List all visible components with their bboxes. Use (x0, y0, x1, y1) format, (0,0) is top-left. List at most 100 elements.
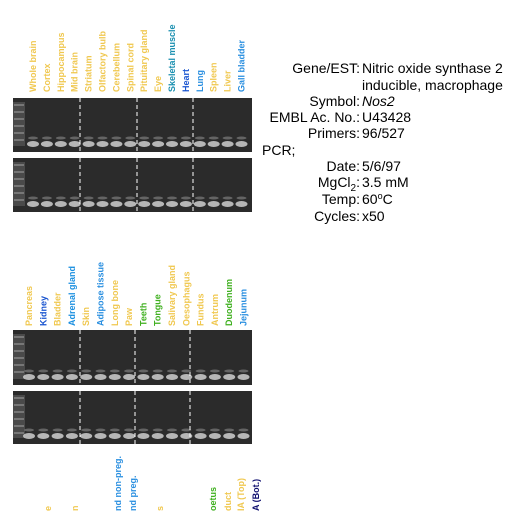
gel-band (139, 136, 150, 140)
gel-band (68, 141, 81, 147)
gel-band (66, 369, 77, 373)
gel-band (54, 141, 67, 147)
gel-band (68, 201, 81, 207)
gel-band (52, 428, 63, 432)
gel-band (55, 136, 66, 140)
lane-label: Kidney (38, 296, 48, 326)
gel-band (97, 196, 108, 200)
gel-band (152, 201, 165, 207)
gel-band (195, 369, 206, 373)
gel-band (209, 369, 220, 373)
ladder-band (14, 139, 24, 141)
gel-band (208, 136, 219, 140)
gel-band (207, 141, 220, 147)
gel-band (138, 369, 149, 373)
gel-band (83, 136, 94, 140)
gel-band (110, 201, 123, 207)
lane-label: Spinal cord (125, 43, 135, 92)
gel-band (82, 141, 95, 147)
info-label: Primers: (308, 125, 360, 141)
ladder-band (14, 132, 24, 134)
info-value: 96/527 (362, 125, 405, 141)
gel-band (166, 201, 178, 207)
lane-label: oetus (208, 487, 218, 511)
gel-band (166, 433, 178, 439)
gel-band (222, 196, 233, 200)
gel-band (223, 374, 236, 380)
info-value: 3.5 mM (362, 174, 409, 190)
lane-label: duct (223, 492, 233, 511)
lane-label: Long bone (110, 280, 120, 326)
gel-band (41, 196, 52, 200)
lane-label: e (43, 506, 53, 511)
ladder-band (14, 111, 24, 113)
gel-band (124, 201, 137, 207)
gel-band (28, 196, 38, 200)
gel-band (224, 428, 235, 432)
gel-band (167, 428, 177, 432)
gel-band (166, 374, 178, 380)
info-value: 5/6/97 (362, 158, 401, 174)
lane-label: n (70, 506, 80, 512)
gel-band (124, 141, 137, 147)
ladder (13, 395, 25, 438)
gel-band (69, 196, 80, 200)
gel-band (37, 374, 50, 380)
gel-band (97, 136, 108, 140)
lane-label: Oesophagus (181, 271, 191, 326)
gel-band (139, 196, 150, 200)
info-label: Date: (327, 158, 360, 174)
lane-label: Striatum (84, 55, 94, 92)
info-value: inducible, macrophage (362, 77, 503, 93)
lane-label: Whole brain (28, 41, 38, 93)
lane-label: Skeletal muscle (167, 24, 177, 92)
gel-band (238, 428, 249, 432)
gel-band (221, 201, 234, 207)
gel-band (96, 141, 109, 147)
gel-band (137, 433, 150, 439)
lane-label: Skin (81, 307, 91, 326)
gel-band (208, 374, 221, 380)
ladder-band (14, 418, 24, 420)
gel-band (237, 433, 250, 439)
gel-band (153, 136, 164, 140)
gel-band (138, 141, 151, 147)
gel-band (80, 433, 93, 439)
gel-band (138, 201, 151, 207)
lane-label: Spleen (209, 62, 219, 92)
gel-band (151, 433, 164, 439)
colon: : (356, 174, 360, 190)
lane-label: IA (Top) (236, 478, 246, 511)
lane-label: Jejunum (239, 289, 249, 326)
info-value: x50 (362, 208, 385, 224)
gel-band (95, 369, 106, 373)
gel-band (38, 428, 49, 432)
gel-band (153, 196, 164, 200)
gel-band (180, 433, 193, 439)
lane-label: Paw (124, 307, 134, 326)
gel-band (125, 196, 136, 200)
gel-band (27, 201, 39, 207)
gel-band (235, 201, 248, 207)
gel-band (208, 433, 221, 439)
lane-label: Antrum (210, 294, 220, 326)
gel-band (69, 136, 80, 140)
lane-label: Gall bladder (237, 39, 247, 92)
gel-band (209, 428, 220, 432)
gel-band (224, 369, 235, 373)
gel-band (223, 433, 236, 439)
ladder-band (14, 357, 24, 359)
lane-label: Cortex (42, 63, 52, 92)
lane-label: Olfactory bulb (98, 30, 108, 92)
info-value: Nos2 (362, 93, 395, 109)
gel-band (151, 374, 164, 380)
ladder-band (14, 178, 24, 180)
gel-band (54, 201, 67, 207)
lane-label: Salivary gland (167, 265, 177, 326)
gel-band (109, 369, 120, 373)
lane-label: Hippocampus (56, 32, 66, 92)
ladder-band (14, 192, 24, 194)
ladder-band (14, 350, 24, 352)
gel-band (152, 428, 163, 432)
info-label: EMBL Ac. No.: (269, 109, 360, 125)
